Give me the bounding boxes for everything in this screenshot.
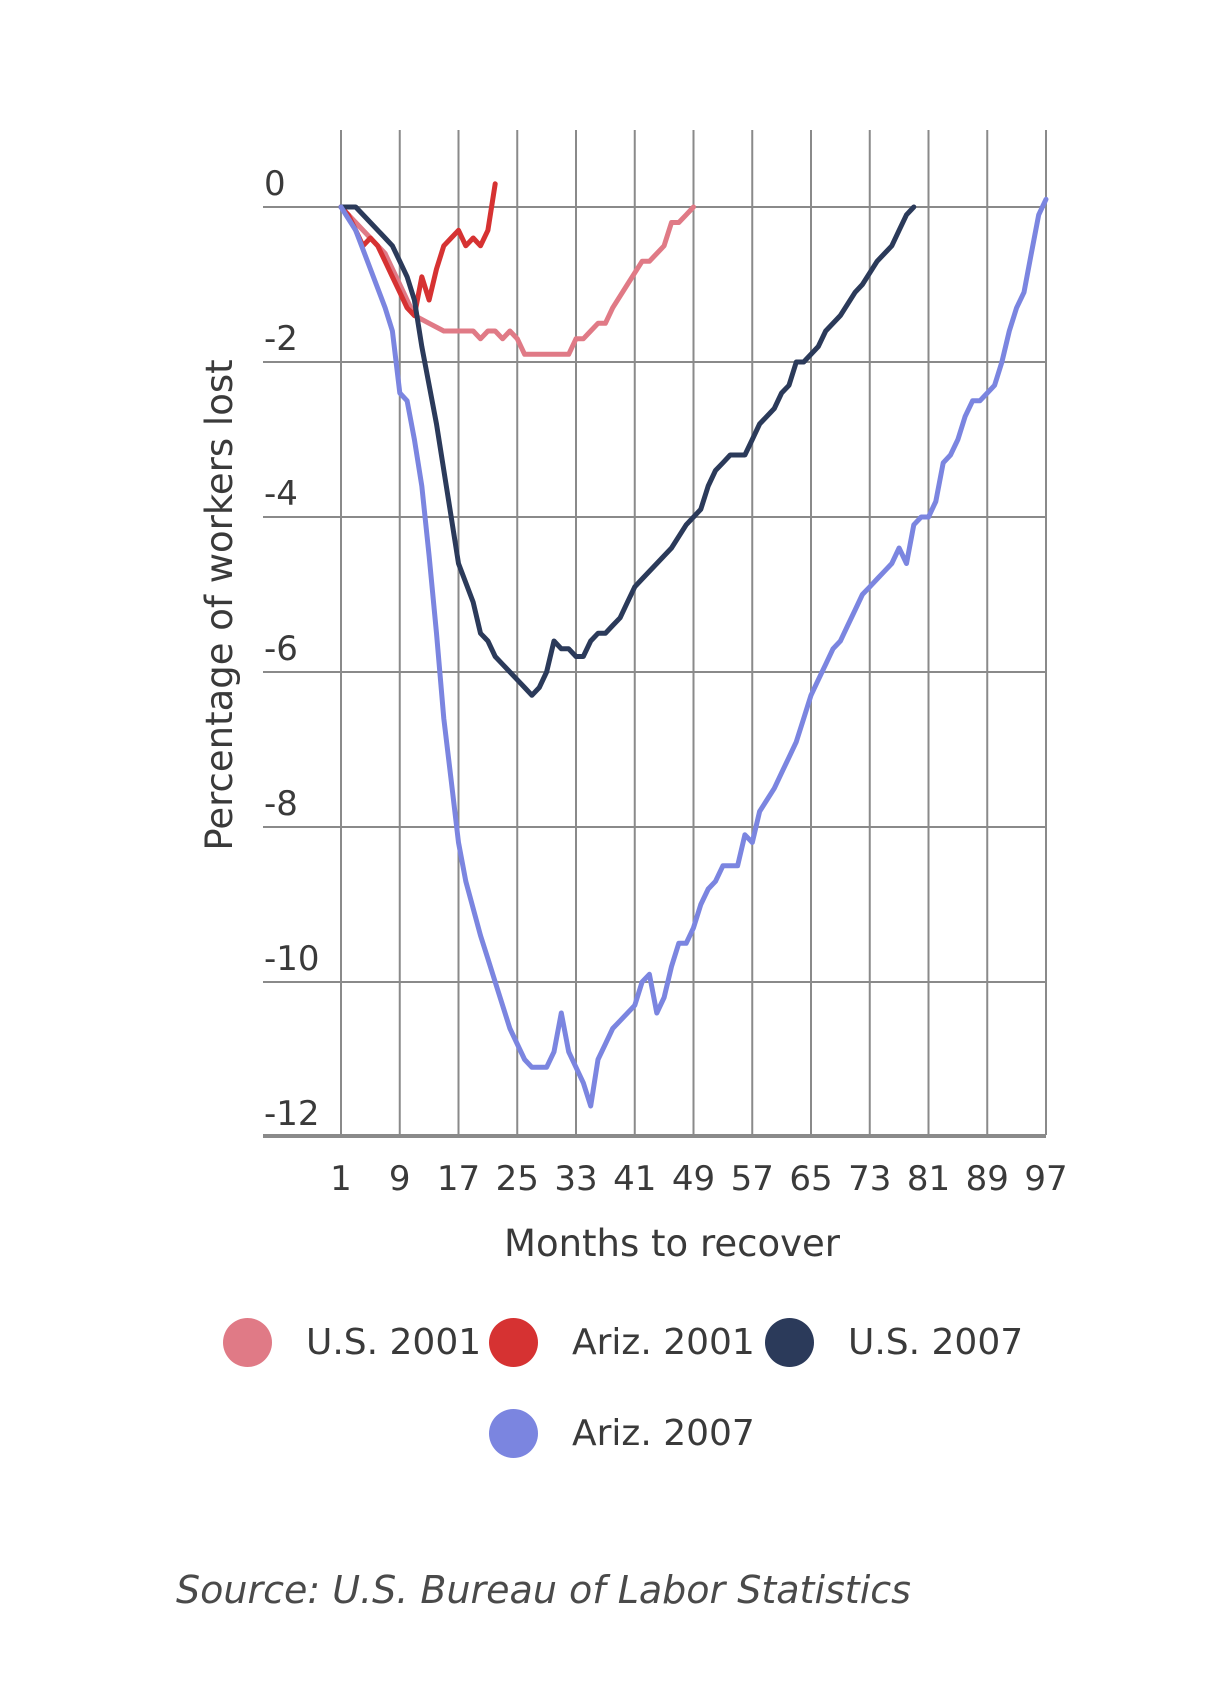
x-tick-label-33: 33 [554,1159,597,1199]
series-line-ariz-2001 [338,181,498,318]
x-axis-label: Months to recover [504,1222,841,1265]
legend-item-ariz-2007: Ariz. 2007 [489,1409,755,1458]
legend-swatch [765,1318,814,1367]
x-tick-label-89: 89 [966,1159,1009,1199]
grid-layer [263,130,1047,1138]
x-tick-label-1: 1 [330,1159,352,1199]
x-tick-label-9: 9 [389,1159,411,1199]
y-tick-labels: 0 -2 -4 -6 -8 -10 -12 [264,164,320,1134]
y-tick-label--10: -10 [264,939,320,979]
x-tick-label-41: 41 [613,1159,656,1199]
legend-swatch [489,1409,538,1458]
x-tick-label-97: 97 [1024,1159,1067,1199]
legend-swatch [489,1318,538,1367]
x-tick-label-17: 17 [437,1159,480,1199]
y-tick-label--6: -6 [264,629,298,669]
y-axis-label: Percentage of workers lost [198,359,241,850]
x-tick-label-25: 25 [496,1159,539,1199]
legend-label: U.S. 2007 [848,1322,1024,1363]
y-tick-label--4: -4 [264,474,298,514]
y-tick-label--2: -2 [264,319,298,359]
legend-label: Ariz. 2001 [572,1322,755,1363]
legend-label: Ariz. 2007 [572,1413,755,1454]
source-note: Source: U.S. Bureau of Labor Statistics [176,1568,911,1612]
legend-item-u-s-2001: U.S. 2001 [223,1318,481,1367]
legend-swatch [223,1318,272,1367]
x-tick-label-81: 81 [907,1159,950,1199]
series-layer [338,181,1049,1109]
legend-label: U.S. 2001 [306,1322,482,1363]
x-tick-label-49: 49 [672,1159,715,1199]
y-tick-label--8: -8 [264,784,298,824]
x-tick-label-73: 73 [848,1159,891,1199]
legend-item-u-s-2007: U.S. 2007 [765,1318,1023,1367]
x-tick-labels: 1 9 17 25 33 41 49 57 65 73 81 89 97 [330,1159,1067,1199]
x-tick-label-57: 57 [731,1159,774,1199]
y-tick-label--12: -12 [264,1094,320,1134]
series-line-ariz-2007 [338,196,1049,1109]
legend-item-ariz-2001: Ariz. 2001 [489,1318,755,1367]
x-tick-label-65: 65 [789,1159,832,1199]
series-line-u-s-2007 [338,204,917,698]
y-tick-label-0: 0 [264,164,286,204]
